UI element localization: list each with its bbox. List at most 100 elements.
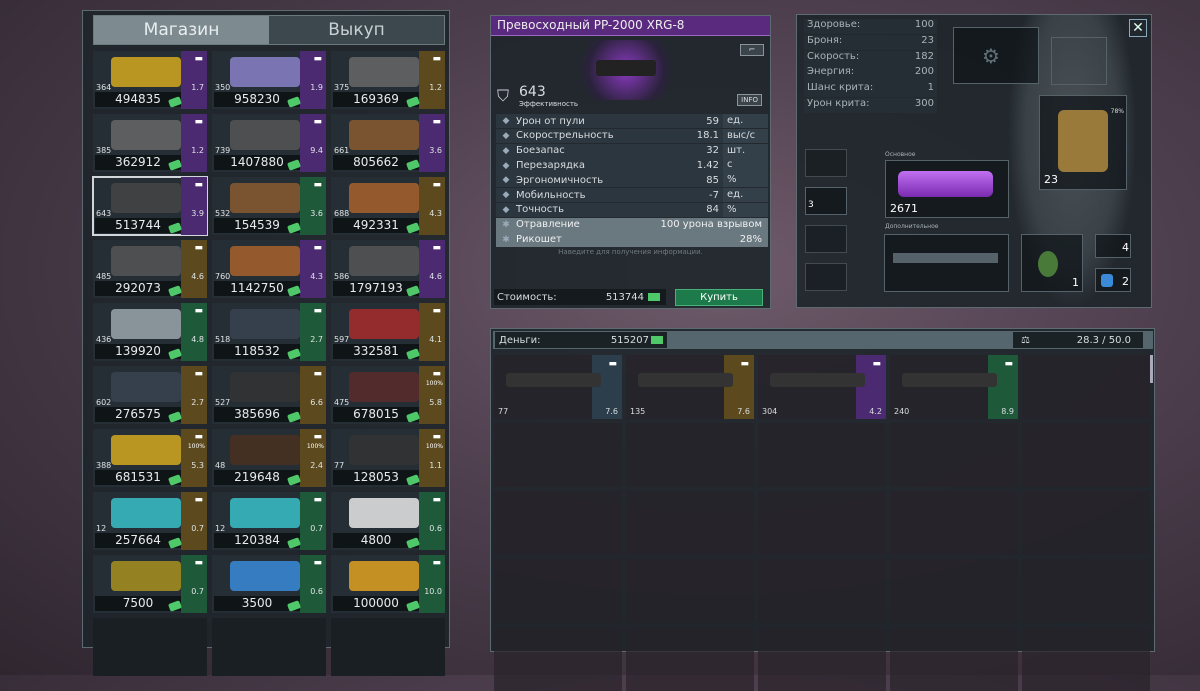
price-value: 1407880 [214,155,300,170]
quick-slot-2[interactable]: 3 [805,187,847,215]
shop-item[interactable]: ▬ 100% 388 5.3 681531 [93,429,207,487]
inventory-item[interactable]: ▬ 135 7.6 [626,355,754,419]
category-icon: ▬ [432,243,441,253]
shop-item[interactable]: ▬ 100% 475 5.8 678015 [331,366,445,424]
empty-slot[interactable] [890,491,1018,555]
empty-slot[interactable] [890,559,1018,623]
shop-item[interactable]: ▬ 100% 48 2.4 219648 [212,429,326,487]
shop-item[interactable]: ▬ 364 1.7 494835 [93,51,207,109]
stat-value: 100 [914,19,934,30]
empty-slot[interactable] [1022,627,1150,691]
quick-slot-4[interactable] [805,263,847,291]
weight-value: 0.7 [310,524,323,533]
shop-item[interactable]: ▬ 760 4.3 1142750 [212,240,326,298]
weight-icon: ⚖ [1021,334,1030,346]
character-stat-row: Броня: 23 [804,34,937,51]
shop-item[interactable]: ▬ 0.6 4800 [331,492,445,550]
shop-item[interactable]: ▬ 375 1.2 169369 [331,51,445,109]
shop-item[interactable]: ▬ 688 4.3 492331 [331,177,445,235]
shop-item[interactable]: ▬ 485 4.6 292073 [93,240,207,298]
empty-slot[interactable] [758,423,886,487]
shop-item[interactable]: ▬ 586 4.6 1797193 [331,240,445,298]
price-value: 681531 [95,470,181,485]
empty-slot[interactable] [212,618,326,676]
tab-shop[interactable]: Магазин [94,16,269,44]
empty-slot[interactable] [494,491,622,555]
rarity-band [592,355,622,419]
empty-slot[interactable] [1022,559,1150,623]
grenade-slot[interactable]: 1 [1021,234,1083,292]
shop-item[interactable]: ▬ 12 0.7 257664 [93,492,207,550]
efficiency-label: Эффективность [519,100,579,108]
price-value: 257664 [95,533,181,548]
shop-item[interactable]: ▬ 532 3.6 154539 [212,177,326,235]
quick-slot-1[interactable] [805,149,847,177]
inventory-item[interactable]: ▬ 304 4.2 [758,355,886,419]
stat-label: Скорострельность [516,130,614,142]
empty-slot[interactable] [758,491,886,555]
shop-item[interactable]: ▬ 661 3.6 805662 [331,114,445,172]
buy-button[interactable]: Купить [675,289,763,306]
shop-item[interactable]: ▬ 597 4.1 332581 [331,303,445,361]
stat-label: Точность [516,204,565,216]
empty-slot[interactable] [1022,491,1150,555]
shop-item[interactable]: ▬ 100% 77 1.1 128053 [331,429,445,487]
close-button[interactable]: ✕ [1129,19,1147,37]
shop-item[interactable]: ▬ 518 2.7 118532 [212,303,326,361]
quick-slot-3[interactable] [805,225,847,253]
shop-item[interactable]: ▬ 0.6 3500 [212,555,326,613]
empty-slot[interactable] [331,618,445,676]
vest-slot[interactable]: 23 78% [1039,95,1127,190]
inventory-item[interactable]: ▬ 240 8.9 [890,355,1018,419]
empty-slot[interactable] [626,423,754,487]
inventory-scrollbar[interactable] [1150,355,1153,383]
weight-value: 4.1 [429,335,442,344]
empty-slot[interactable] [758,627,886,691]
weight-value: 4.6 [191,272,204,281]
shop-item[interactable]: ▬ 739 9.4 1407880 [212,114,326,172]
shop-item[interactable]: ▬ 643 3.9 513744 [92,176,208,236]
shop-item[interactable]: ▬ 350 1.9 958230 [212,51,326,109]
head-slot[interactable] [1051,37,1107,85]
shop-item[interactable]: ▬ 0.7 7500 [93,555,207,613]
empty-slot[interactable] [626,559,754,623]
shop-item[interactable]: ▬ 436 4.8 139920 [93,303,207,361]
cost-label: Стоимость: [497,291,557,303]
rarity-band [419,366,445,424]
armor-value: 135 [630,407,646,416]
inventory-item[interactable]: ▬ 77 7.6 [494,355,622,419]
stat-unit: выс/с [723,128,768,144]
info-button[interactable]: INFO [737,94,762,106]
empty-slot[interactable] [758,559,886,623]
category-icon: ▬ [194,306,203,316]
medkit-slot[interactable]: 4 [1095,234,1131,258]
empty-slot[interactable] [1022,423,1150,487]
shop-item[interactable]: ▬ 10.0 100000 [331,555,445,613]
rifle-icon [230,120,300,150]
empty-slot[interactable] [494,423,622,487]
shop-item[interactable]: ▬ 12 0.7 120384 [212,492,326,550]
weapon-icon [638,373,733,387]
empty-slot[interactable] [626,627,754,691]
cash-icon [648,293,660,301]
tab-buyback[interactable]: Выкуп [328,20,385,40]
category-icon: ▬ [313,180,322,190]
battery-slot[interactable]: 2 [1095,268,1131,292]
price-value: 362912 [95,155,181,170]
gadget-slot[interactable]: ⚙ [953,27,1039,84]
empty-slot[interactable] [626,491,754,555]
empty-slot[interactable] [890,423,1018,487]
weight-value: 0.7 [191,524,204,533]
empty-slot[interactable] [93,618,207,676]
empty-slot[interactable] [1022,355,1150,419]
shop-item[interactable]: ▬ 602 2.7 276575 [93,366,207,424]
shop-item[interactable]: ▬ 385 1.2 362912 [93,114,207,172]
shop-item[interactable]: ▬ 527 6.6 385696 [212,366,326,424]
empty-slot[interactable] [494,559,622,623]
secondary-weapon-slot[interactable] [884,234,1009,292]
empty-slot[interactable] [494,627,622,691]
primary-weapon-slot[interactable]: 2671 [885,160,1009,218]
stat-label: Эргономичность [516,174,604,186]
empty-slot[interactable] [890,627,1018,691]
category-icon: ▬ [194,54,203,64]
